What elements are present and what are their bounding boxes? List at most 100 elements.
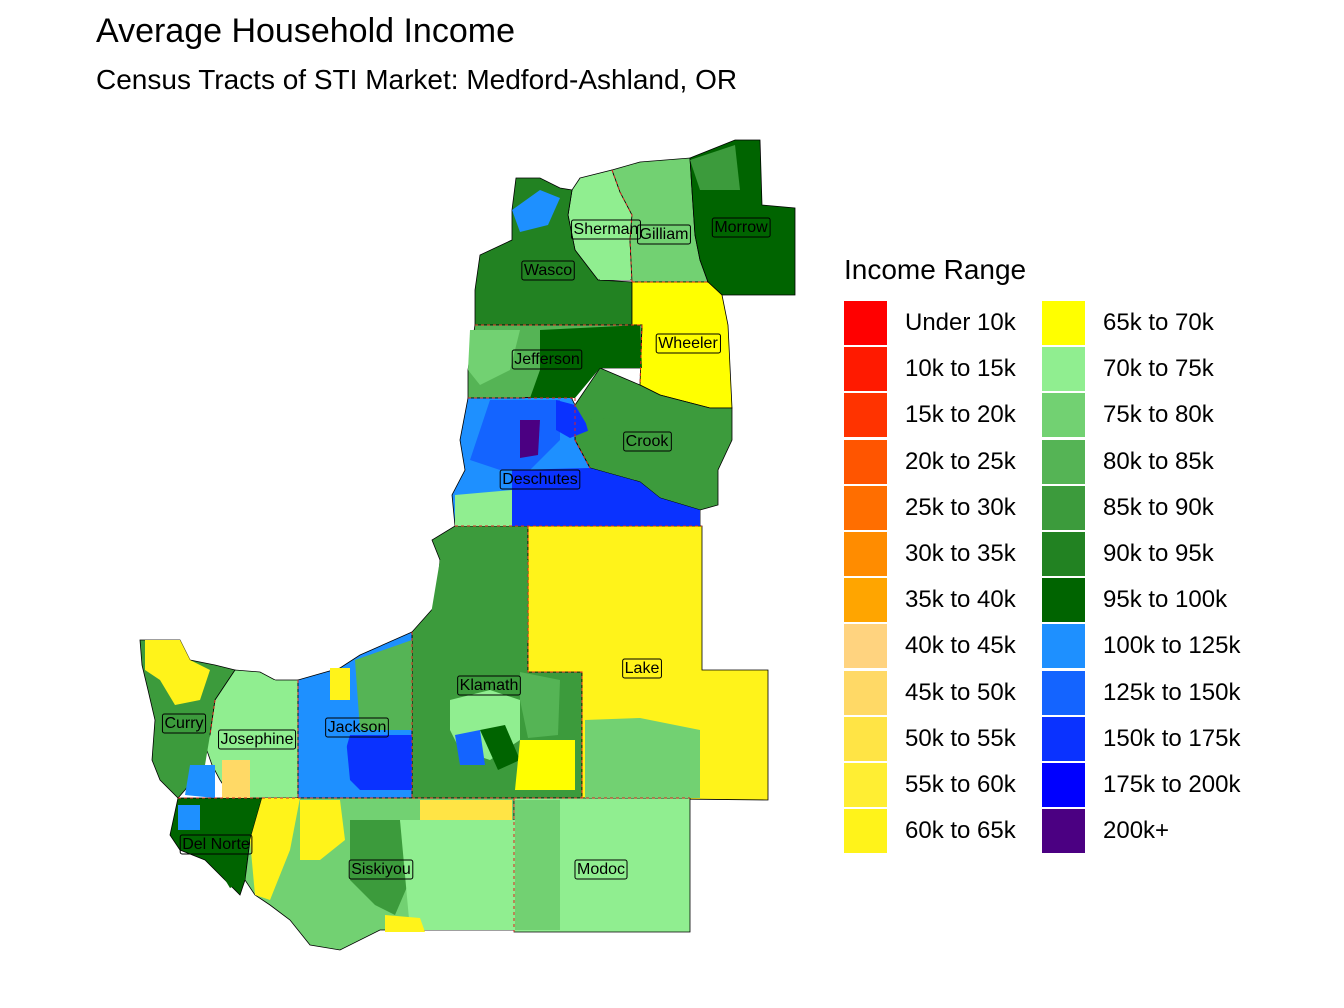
legend-swatch [844, 578, 887, 623]
svg-text:Deschutes: Deschutes [502, 471, 578, 488]
legend-swatch [1042, 624, 1085, 669]
legend-label: Under 10k [905, 309, 1016, 336]
legend-item: 95k to 100k [1042, 577, 1227, 623]
legend-item: Under 10k [844, 300, 1016, 346]
legend-label: 80k to 85k [1103, 447, 1214, 475]
legend-swatch [1042, 301, 1085, 345]
county-label-josephine: Josephine [218, 729, 297, 750]
county-label-modoc: Modoc [574, 859, 628, 880]
legend-label: 95k to 100k [1103, 586, 1228, 614]
legend-swatch [1042, 393, 1085, 438]
legend-item: 90k to 95k [1042, 531, 1214, 577]
legend-label: 50k to 55k [905, 724, 1016, 752]
county-label-wasco: Wasco [521, 260, 575, 281]
county-label-jefferson: Jefferson [511, 349, 583, 370]
legend-label: 10k to 15k [905, 355, 1016, 383]
legend-item: 100k to 125k [1042, 623, 1240, 669]
legend-swatch [844, 670, 887, 715]
legend-swatch [844, 763, 887, 807]
legend-label: 125k to 150k [1103, 678, 1241, 706]
svg-text:Gilliam: Gilliam [640, 226, 689, 243]
legend-swatch [844, 439, 887, 484]
legend-item: 125k to 150k [1042, 670, 1240, 716]
legend-swatch [844, 532, 887, 576]
legend-label: 200k+ [1103, 817, 1170, 845]
county-label-del-norte: Del Norte [179, 834, 253, 855]
legend-label: 45k to 50k [905, 678, 1016, 706]
legend-label: 15k to 20k [905, 401, 1016, 429]
legend-item: 175k to 200k [1042, 762, 1240, 808]
svg-text:Wasco: Wasco [524, 262, 572, 279]
legend-label: 25k to 30k [905, 493, 1016, 521]
legend-swatch [844, 716, 887, 761]
county-label-lake: Lake [622, 658, 662, 679]
legend-swatch [1042, 578, 1085, 623]
svg-text:Wheeler: Wheeler [658, 335, 718, 352]
legend-item: 20k to 25k [844, 439, 1016, 485]
legend-title: Income Range [844, 254, 1027, 285]
county-label-crook: Crook [623, 431, 672, 452]
legend-swatch [844, 301, 887, 345]
legend-item: 10k to 15k [844, 346, 1016, 392]
county-label-gilliam: Gilliam [637, 224, 691, 245]
county-label-wheeler: Wheeler [655, 333, 721, 354]
legend-item: 75k to 80k [1042, 392, 1214, 438]
legend-swatch [844, 624, 887, 669]
legend-item: 30k to 35k [844, 531, 1016, 577]
svg-text:Klamath: Klamath [460, 677, 519, 694]
legend-label: 100k to 125k [1103, 632, 1241, 660]
svg-text:Siskiyou: Siskiyou [351, 861, 411, 878]
legend-label: 65k to 70k [1103, 309, 1214, 336]
county-boundaries [178, 169, 708, 932]
legend-item: 55k to 60k [844, 762, 1016, 808]
legend-swatch [844, 485, 887, 530]
county-label-curry: Curry [161, 713, 207, 734]
svg-text:Curry: Curry [164, 715, 203, 732]
legend-item: 45k to 50k [844, 670, 1016, 716]
legend-item: 15k to 20k [844, 392, 1016, 438]
legend-swatch [844, 809, 887, 854]
legend-swatch [1042, 347, 1085, 392]
county-label-morrow: Morrow [711, 217, 771, 238]
legend-item: 200k+ [1042, 808, 1169, 854]
legend-swatch [1042, 809, 1085, 854]
legend-label: 85k to 90k [1103, 493, 1214, 521]
county-label-jackson: Jackson [325, 717, 389, 738]
legend-item: 80k to 85k [1042, 439, 1214, 485]
svg-text:Jackson: Jackson [328, 719, 387, 736]
tract-overlays [145, 145, 740, 932]
legend-swatch [1042, 716, 1085, 761]
legend-label: 70k to 75k [1103, 355, 1214, 383]
map-title: Average Household Income [96, 12, 515, 50]
legend-swatch [1042, 439, 1085, 484]
legend-label: 35k to 40k [905, 586, 1016, 614]
legend-label: 90k to 95k [1103, 540, 1214, 567]
svg-text:Sherman: Sherman [574, 221, 639, 238]
legend-label: 150k to 175k [1103, 724, 1241, 752]
county-label-siskiyou: Siskiyou [348, 859, 414, 880]
legend-item: 65k to 70k [1042, 300, 1214, 346]
legend-swatch [844, 347, 887, 392]
legend-item: 35k to 40k [844, 577, 1016, 623]
legend-swatch [844, 393, 887, 438]
legend-swatch [1042, 670, 1085, 715]
legend-swatch [1042, 485, 1085, 530]
legend-item: 85k to 90k [1042, 485, 1214, 531]
svg-text:Crook: Crook [626, 433, 670, 450]
legend-item: 25k to 30k [844, 485, 1016, 531]
legend-label: 40k to 45k [905, 632, 1016, 660]
legend-item: 50k to 55k [844, 716, 1016, 762]
svg-text:Josephine: Josephine [221, 731, 294, 748]
legend-label: 75k to 80k [1103, 401, 1214, 429]
svg-text:Morrow: Morrow [714, 219, 768, 236]
svg-text:Lake: Lake [625, 660, 660, 677]
legend-label: 175k to 200k [1103, 771, 1241, 798]
legend-item: 70k to 75k [1042, 346, 1214, 392]
county-label-klamath: Klamath [457, 675, 521, 696]
legend-label: 55k to 60k [905, 771, 1016, 798]
map-subtitle: Census Tracts of STI Market: Medford-Ash… [96, 64, 738, 95]
legend-swatch [1042, 532, 1085, 576]
legend-label: 20k to 25k [905, 447, 1016, 475]
legend-label: 60k to 65k [905, 817, 1016, 845]
